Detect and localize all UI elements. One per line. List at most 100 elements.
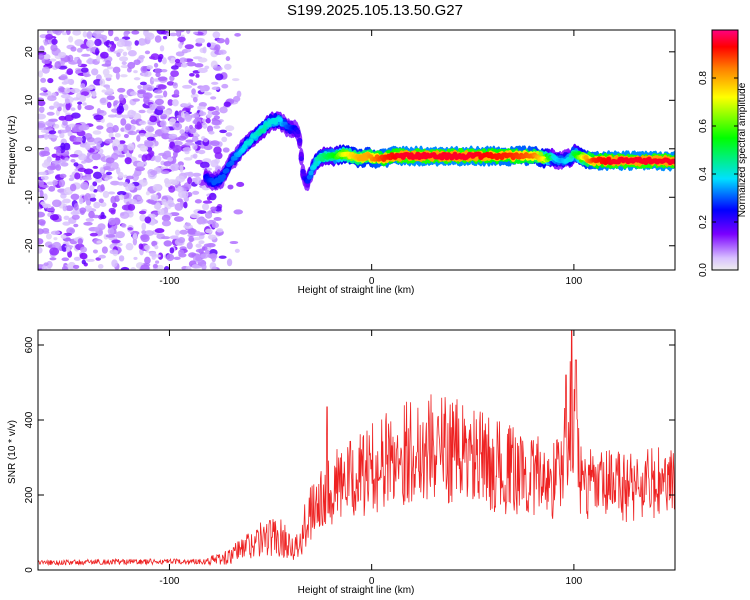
noise-blob — [61, 32, 67, 36]
noise-blob — [201, 245, 208, 251]
noise-blob — [210, 159, 219, 168]
noise-blob — [64, 157, 70, 162]
noise-blob — [223, 101, 231, 107]
noise-blob — [93, 201, 101, 209]
noise-blob — [76, 59, 82, 65]
noise-blob — [49, 214, 59, 221]
ridge-blob — [308, 170, 314, 176]
noise-blob — [152, 183, 162, 192]
noise-blob — [108, 30, 114, 37]
noise-blob — [180, 62, 188, 68]
noise-blob — [112, 202, 118, 208]
noise-blob — [77, 238, 84, 245]
noise-blob — [104, 177, 109, 182]
noise-blob — [53, 237, 58, 241]
noise-blob — [169, 247, 175, 254]
noise-blob — [65, 205, 74, 212]
noise-blob — [167, 179, 178, 185]
noise-blob — [154, 245, 159, 250]
noise-blob — [43, 53, 51, 60]
noise-blob — [86, 39, 95, 48]
noise-blob — [155, 202, 161, 211]
noise-blob — [192, 153, 198, 159]
noise-blob — [162, 57, 167, 65]
noise-blob — [145, 191, 150, 196]
ridge-blob — [229, 160, 235, 166]
noise-blob — [85, 217, 95, 222]
noise-blob — [50, 44, 58, 52]
noise-blob — [221, 136, 228, 143]
noise-blob — [92, 130, 102, 135]
noise-blob — [92, 249, 98, 254]
colorbar-gradient — [711, 29, 739, 271]
noise-blob — [140, 65, 148, 73]
noise-blob — [52, 179, 58, 186]
noise-blob — [38, 228, 44, 235]
noise-blob — [127, 130, 138, 136]
noise-blob — [116, 40, 126, 48]
noise-blob — [80, 83, 86, 89]
spectrogram-ytick-label: 10 — [24, 94, 35, 106]
noise-blob — [91, 91, 97, 97]
noise-blob — [194, 199, 202, 204]
noise-blob — [141, 230, 147, 235]
noise-blob — [150, 170, 158, 176]
ridge-blob — [672, 159, 675, 165]
noise-blob — [144, 140, 154, 147]
noise-blob — [144, 32, 155, 41]
noise-blob — [38, 135, 46, 139]
noise-blob — [160, 170, 170, 175]
noise-blob — [97, 223, 106, 231]
noise-blob — [91, 68, 99, 76]
noise-blob — [100, 214, 107, 220]
noise-blob — [138, 109, 146, 114]
noise-blob — [41, 265, 48, 270]
noise-blob — [117, 87, 126, 93]
noise-blob — [131, 30, 140, 35]
noise-blob — [224, 63, 232, 70]
noise-blob — [157, 76, 168, 81]
noise-blob — [81, 53, 91, 57]
noise-blob — [73, 56, 79, 63]
noise-blob — [183, 201, 188, 209]
noise-blob — [92, 165, 99, 169]
noise-blob — [163, 150, 171, 157]
noise-blob — [195, 230, 201, 237]
noise-blob — [46, 207, 56, 212]
noise-blob — [49, 135, 59, 139]
noise-blob — [234, 248, 240, 253]
noise-blob — [66, 227, 76, 235]
colorbar: 0.0 0.2 0.4 0.6 0.8 Normalized spectral ampl… — [698, 29, 748, 277]
noise-blob — [38, 120, 46, 129]
noise-blob — [40, 129, 50, 134]
noise-blob — [99, 97, 109, 106]
noise-blob — [211, 110, 220, 116]
noise-blob — [195, 37, 206, 44]
noise-blob — [141, 222, 147, 231]
noise-blob — [118, 140, 126, 145]
noise-blob — [53, 101, 60, 109]
noise-blob — [206, 196, 212, 201]
noise-blob — [210, 206, 217, 211]
noise-blob — [73, 223, 79, 228]
noise-blob — [147, 126, 155, 133]
noise-blob — [214, 73, 224, 81]
noise-blob — [219, 106, 228, 114]
noise-blob — [102, 190, 110, 199]
noise-blob — [193, 131, 199, 138]
noise-blob — [158, 53, 164, 60]
noise-blob — [81, 135, 86, 144]
noise-blob — [38, 53, 45, 60]
noise-blob — [195, 73, 200, 78]
noise-blob — [110, 209, 116, 215]
noise-blob — [96, 34, 104, 38]
noise-blob — [85, 143, 91, 151]
ridge-blob — [297, 138, 303, 143]
noise-blob — [97, 110, 105, 114]
noise-blob — [79, 207, 87, 214]
noise-blob — [210, 96, 217, 100]
noise-blob — [67, 131, 73, 137]
noise-blob — [105, 59, 112, 67]
noise-blob — [49, 257, 57, 261]
noise-blob — [175, 51, 185, 57]
